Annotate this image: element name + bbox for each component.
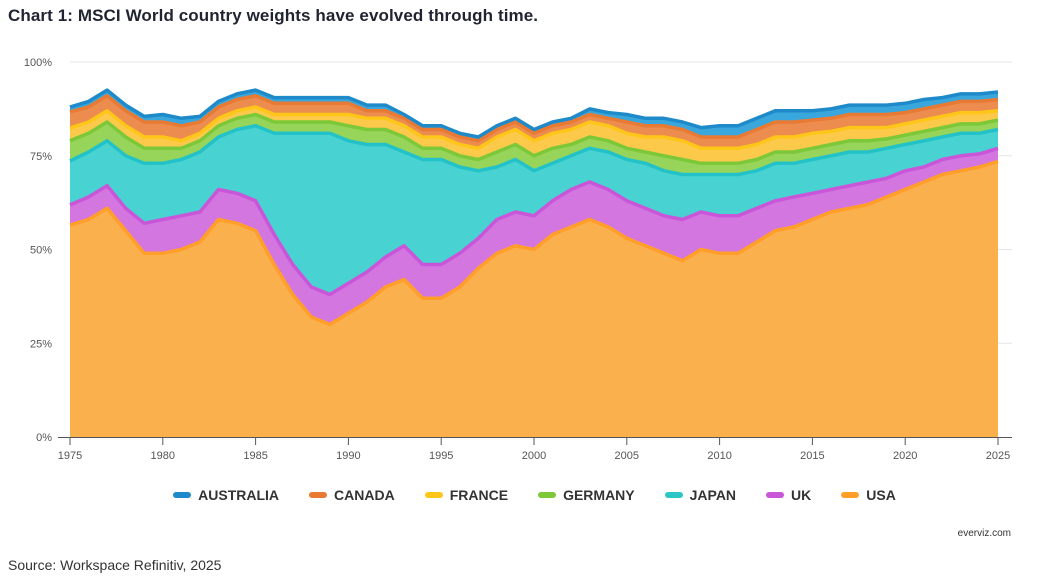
legend-item-uk[interactable]: UK <box>766 487 811 503</box>
area-usa[interactable] <box>70 161 998 437</box>
line-usa <box>69 159 999 327</box>
area-germany[interactable] <box>70 114 998 175</box>
y-tick-label: 0% <box>36 432 52 444</box>
legend-label: AUSTRALIA <box>198 487 280 503</box>
chart-title: Chart 1: MSCI World country weights have… <box>8 6 539 25</box>
area-uk[interactable] <box>70 148 998 325</box>
x-tick-label: 2020 <box>893 450 917 462</box>
x-tick-label: 1990 <box>336 450 360 462</box>
line-canada <box>69 94 999 143</box>
legend-symbol-icon <box>424 492 443 498</box>
stacked-area-chart: 0% 25% 50% 75% 100% 1975 1980 1985 1990 1995 2000… <box>24 57 1012 462</box>
legend-symbol-icon <box>766 492 785 498</box>
line-japan <box>69 124 999 177</box>
series-areas <box>70 90 998 437</box>
legend-label: GERMANY <box>563 487 635 503</box>
legend-symbol-icon <box>664 492 683 498</box>
line-france <box>69 105 999 151</box>
legend-item-france[interactable]: FRANCE <box>424 487 509 503</box>
y-tick-label: 50% <box>30 245 52 257</box>
line-australia <box>69 88 999 139</box>
legend-item-usa[interactable]: USA <box>841 487 896 503</box>
y-tick-label: 25% <box>30 338 52 350</box>
x-tick-label: 1985 <box>243 450 267 462</box>
credit-link[interactable]: everviz.com <box>957 528 1011 539</box>
source-note: Source: Workspace Refinitiv, 2025 <box>8 557 222 573</box>
x-tick-label: 2025 <box>986 450 1010 462</box>
legend-item-japan[interactable]: JAPAN <box>664 487 737 503</box>
x-tick-label: 2000 <box>522 450 546 462</box>
x-tick-label: 1980 <box>151 450 175 462</box>
x-axis-ticks: 1975 1980 1985 1990 1995 2000 2005 2010 2015 2020… <box>58 437 1010 462</box>
x-tick-label: 1975 <box>58 450 82 462</box>
x-tick-label: 2005 <box>615 450 639 462</box>
legend-symbol-icon <box>538 492 557 498</box>
legend-label: UK <box>791 487 812 503</box>
legend-symbol-icon <box>841 492 860 498</box>
x-tick-label: 1995 <box>429 450 453 462</box>
legend-symbol-icon <box>173 492 192 498</box>
legend-label: FRANCE <box>449 487 509 503</box>
legend-item-germany[interactable]: GERMANY <box>538 487 635 503</box>
x-tick-label: 2015 <box>800 450 824 462</box>
legend-label: USA <box>866 487 896 503</box>
legend-item-australia[interactable]: AUSTRALIA <box>173 487 279 503</box>
legend-label: JAPAN <box>689 487 737 503</box>
y-tick-label: 75% <box>30 151 52 163</box>
legend-label: CANADA <box>334 487 395 503</box>
y-tick-label: 100% <box>24 57 52 69</box>
line-germany <box>69 112 999 166</box>
legend: AUSTRALIA CANADA FRANCE GERMANY JAPAN UK USA <box>0 487 1039 503</box>
series-lines <box>69 88 999 327</box>
area-canada[interactable] <box>70 95 998 149</box>
legend-symbol-icon <box>309 492 328 498</box>
y-axis-ticks: 0% 25% 50% 75% 100% <box>24 57 52 444</box>
line-uk <box>69 146 999 297</box>
legend-item-canada[interactable]: CANADA <box>309 487 395 503</box>
x-tick-label: 2010 <box>707 450 731 462</box>
